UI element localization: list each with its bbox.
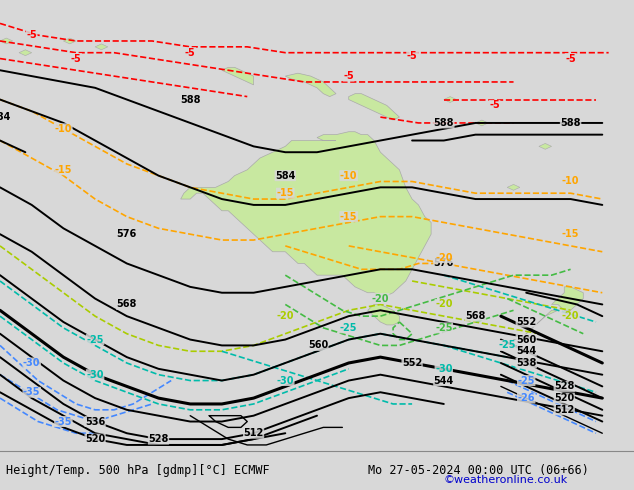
Polygon shape	[507, 184, 520, 190]
Text: -30: -30	[86, 369, 104, 380]
Text: 538: 538	[516, 358, 536, 368]
Text: -5: -5	[71, 53, 81, 64]
Polygon shape	[368, 304, 399, 325]
Text: -30: -30	[23, 358, 41, 368]
Text: 536: 536	[85, 416, 105, 426]
Text: -5: -5	[566, 53, 576, 64]
Text: 520: 520	[85, 434, 105, 444]
Text: ©weatheronline.co.uk: ©weatheronline.co.uk	[444, 475, 568, 485]
Polygon shape	[514, 310, 558, 340]
Polygon shape	[444, 97, 456, 102]
Text: 544: 544	[516, 346, 536, 356]
Text: -5: -5	[185, 48, 195, 58]
Text: -20: -20	[562, 311, 579, 321]
Polygon shape	[285, 73, 336, 97]
Polygon shape	[95, 44, 108, 50]
Text: -15: -15	[276, 188, 294, 198]
Text: -30: -30	[435, 364, 453, 374]
Text: 512: 512	[554, 405, 574, 415]
Polygon shape	[63, 38, 76, 44]
Text: -20: -20	[276, 311, 294, 321]
Text: 568: 568	[465, 311, 486, 321]
Text: -15: -15	[340, 212, 358, 221]
Text: -35: -35	[23, 387, 41, 397]
Polygon shape	[552, 287, 583, 310]
Polygon shape	[476, 120, 488, 126]
Text: 584: 584	[275, 171, 295, 181]
Polygon shape	[19, 50, 32, 56]
Text: 552: 552	[516, 317, 536, 327]
Text: -10: -10	[340, 171, 358, 181]
Text: -15: -15	[562, 229, 579, 239]
Text: 520: 520	[554, 393, 574, 403]
Polygon shape	[539, 144, 552, 149]
Text: Mo 27-05-2024 00:00 UTC (06+66): Mo 27-05-2024 00:00 UTC (06+66)	[368, 464, 588, 477]
Text: -30: -30	[276, 375, 294, 386]
Text: -5: -5	[344, 71, 354, 81]
Text: 588: 588	[560, 118, 581, 128]
Polygon shape	[222, 67, 254, 85]
Text: -25: -25	[435, 323, 453, 333]
Text: -10: -10	[55, 124, 72, 134]
Text: -5: -5	[27, 30, 37, 40]
Text: -20: -20	[435, 253, 453, 263]
Text: -5: -5	[489, 100, 500, 110]
Text: -25: -25	[86, 335, 104, 344]
Text: 552: 552	[402, 358, 422, 368]
Text: Height/Temp. 500 hPa [gdmp][°C] ECMWF: Height/Temp. 500 hPa [gdmp][°C] ECMWF	[6, 464, 270, 477]
Text: 560: 560	[516, 335, 536, 344]
Polygon shape	[349, 94, 399, 120]
Text: 528: 528	[554, 381, 574, 392]
Text: 560: 560	[308, 341, 328, 350]
Text: -20: -20	[372, 294, 389, 304]
Text: 544: 544	[434, 375, 454, 386]
Text: -26: -26	[517, 393, 535, 403]
Text: -25: -25	[340, 323, 358, 333]
Text: 568: 568	[117, 299, 137, 310]
Text: 588: 588	[434, 118, 454, 128]
Text: -35: -35	[55, 416, 72, 426]
Polygon shape	[0, 38, 13, 44]
Text: -25: -25	[498, 341, 516, 350]
Text: 576: 576	[434, 258, 454, 269]
Text: -5: -5	[407, 50, 417, 61]
Text: 588: 588	[180, 95, 200, 104]
Text: 528: 528	[148, 434, 169, 444]
Text: -20: -20	[435, 299, 453, 310]
Text: 576: 576	[117, 229, 137, 239]
Text: 512: 512	[243, 428, 264, 438]
Polygon shape	[181, 132, 431, 295]
Text: -15: -15	[55, 165, 72, 175]
Text: 584: 584	[0, 112, 10, 122]
Text: -25: -25	[517, 375, 535, 386]
Text: -10: -10	[562, 176, 579, 187]
